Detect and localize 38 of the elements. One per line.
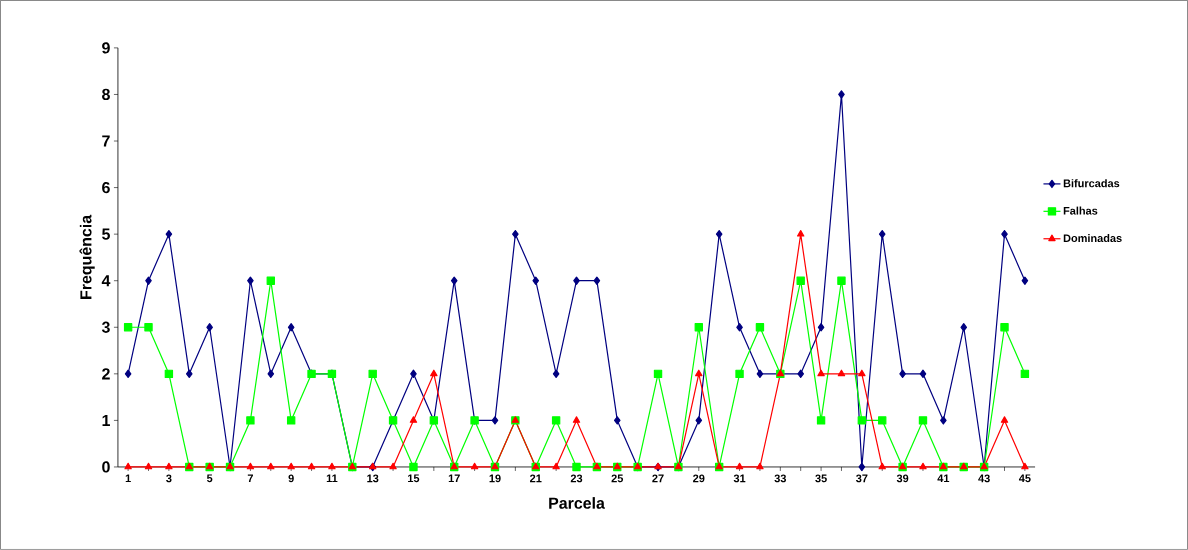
y-tick-label: 1 [102, 414, 110, 426]
legend-label: Dominadas [1063, 234, 1122, 243]
y-axis-title: Frequência [79, 214, 95, 299]
x-tick-label: 25 [611, 474, 624, 483]
x-tick-label: 29 [693, 474, 705, 483]
y-tick-label: 3 [101, 321, 110, 333]
x-tick-label: 45 [1018, 474, 1031, 483]
x-tick-label: 35 [815, 474, 827, 483]
x-tick-label: 1 [125, 474, 131, 483]
x-tick-label: 21 [530, 474, 542, 483]
y-tick-label: 8 [102, 88, 110, 101]
y-tick-label: 4 [101, 275, 111, 287]
x-tick-label: 41 [937, 474, 950, 483]
y-tick-label: 9 [102, 42, 110, 54]
x-tick-label: 5 [206, 474, 213, 483]
y-tick-label: 2 [102, 368, 110, 380]
x-tick-label: 9 [288, 474, 294, 483]
x-tick-label: 27 [652, 474, 664, 483]
x-tick-label: 23 [570, 474, 583, 483]
y-tick-label: 7 [102, 135, 110, 147]
x-tick-label: 15 [408, 474, 420, 483]
y-tick-label: 0 [102, 461, 110, 473]
legend-label: Bifurcadas [1063, 179, 1120, 188]
y-tick-label: 5 [102, 228, 110, 240]
x-axis-title: Parcela [549, 497, 605, 509]
x-tick-label: 19 [489, 474, 501, 483]
x-tick-label: 13 [367, 474, 379, 483]
x-tick-label: 7 [247, 474, 253, 483]
x-tick-label: 17 [448, 474, 460, 483]
x-tick-label: 11 [326, 474, 338, 483]
x-tick-label: 33 [774, 474, 787, 483]
x-tick-label: 37 [856, 474, 868, 483]
x-tick-label: 39 [896, 474, 909, 483]
x-tick-label: 43 [978, 474, 990, 483]
x-tick-label: 3 [166, 474, 172, 483]
x-tick-label: 31 [733, 474, 746, 483]
y-tick-label: 6 [102, 182, 110, 194]
legend-label: Falhas [1063, 206, 1098, 215]
